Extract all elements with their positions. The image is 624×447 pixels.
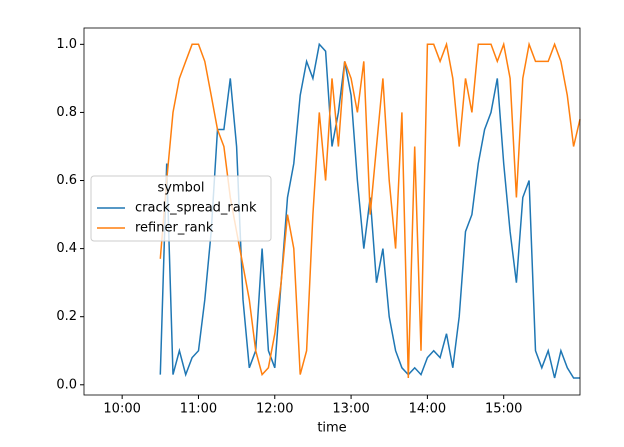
legend: symbol crack_spread_rank refiner_rank <box>90 175 272 242</box>
legend-title: symbol <box>158 181 205 196</box>
x-tick-label: 15:00 <box>485 402 522 417</box>
y-tick-label: 0.4 <box>56 241 77 256</box>
x-tick-label: 10:00 <box>103 402 140 417</box>
legend-box <box>90 175 272 242</box>
legend-label: refiner_rank <box>135 221 214 236</box>
y-tick-label: 0.8 <box>56 105 77 120</box>
y-tick-label: 0.2 <box>56 309 77 324</box>
y-tick-label: 0.6 <box>56 173 77 188</box>
x-tick-label: 11:00 <box>180 402 217 417</box>
x-tick-label: 13:00 <box>332 402 369 417</box>
y-tick-label: 0.0 <box>56 377 77 392</box>
x-axis-label: time <box>317 421 346 436</box>
axes-frame <box>83 27 581 396</box>
x-tick-label: 12:00 <box>256 402 293 417</box>
y-tick-label: 1.0 <box>56 37 77 52</box>
legend-label: crack_spread_rank <box>135 201 257 216</box>
x-tick-label: 14:00 <box>409 402 446 417</box>
